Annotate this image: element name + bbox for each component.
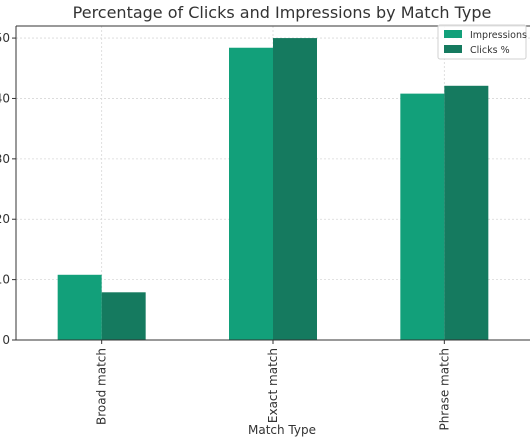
legend-label-impressions: Impressions <box>470 30 527 41</box>
bar-clicks-phrase-match <box>444 85 489 341</box>
y-tick-label: 40 <box>0 91 10 105</box>
y-tick-label: 10 <box>0 273 10 287</box>
bar-clicks-exact-match <box>273 38 317 340</box>
x-tick-label: Broad match <box>95 348 109 425</box>
bar-impressions-exact-match <box>229 47 273 340</box>
legend-label-clicks: Clicks % <box>470 45 510 56</box>
legend-swatch-impressions <box>444 30 462 38</box>
y-tick-label: 0 <box>2 333 10 347</box>
legend: Impressions Clicks % <box>437 24 527 60</box>
bar-clicks-broad-match <box>101 292 146 340</box>
bars <box>57 38 489 341</box>
y-tick-label: 30 <box>0 152 10 166</box>
y-tick-label: 20 <box>0 212 10 226</box>
x-tick-label: Phrase match <box>437 348 451 431</box>
chart-title: Percentage of Clicks and Impressions by … <box>73 3 492 22</box>
bar-impressions-broad-match <box>57 274 102 340</box>
x-tick-label: Exact match <box>266 348 280 423</box>
y-ticks: 0 10 20 30 40 50 <box>0 31 16 347</box>
x-axis-label: Match Type <box>248 423 316 437</box>
bar-impressions-phrase-match <box>400 93 445 340</box>
legend-swatch-clicks <box>444 45 462 53</box>
x-ticks: Broad match Exact match Phrase match <box>95 340 451 431</box>
y-tick-label: 50 <box>0 31 10 45</box>
